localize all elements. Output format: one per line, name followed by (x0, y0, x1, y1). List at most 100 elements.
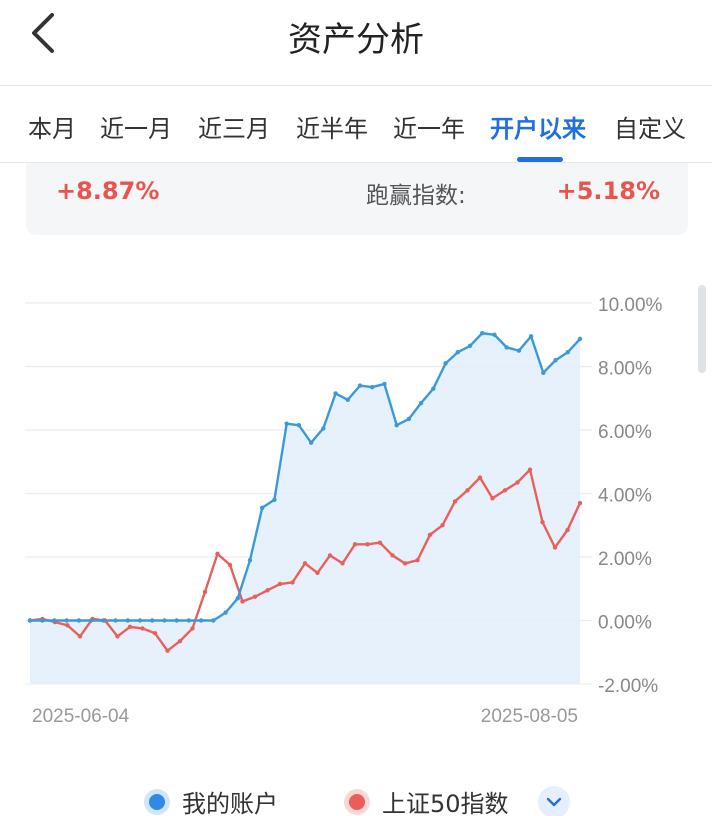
index-data-point (315, 570, 320, 576)
y-tick-label: 2.00% (598, 549, 652, 570)
x-end-label: 2025-08-05 (481, 706, 578, 727)
index-data-point (127, 624, 133, 630)
tab-since-opening[interactable]: 开户以来 (490, 115, 586, 143)
y-tick-label: -2.00% (598, 676, 658, 697)
tab-this-month[interactable]: 本月 (28, 115, 76, 143)
y-tick-label: 0.00% (598, 613, 652, 634)
account-data-point (40, 618, 45, 623)
account-data-point (382, 381, 387, 387)
back-button[interactable] (18, 8, 68, 58)
index-data-point (515, 480, 520, 485)
index-data-point (252, 594, 258, 599)
account-data-point (357, 383, 363, 388)
account-data-point (308, 440, 314, 445)
index-data-point (402, 561, 408, 566)
index-data-point (115, 634, 120, 639)
index-data-point (565, 527, 570, 533)
account-data-point (211, 618, 216, 623)
account-data-point (235, 596, 240, 601)
chevron-left-icon (32, 13, 54, 53)
chart-legend: 我的账户 上证50指数 (0, 784, 712, 816)
legend-marker-account (144, 788, 170, 815)
account-data-point (247, 557, 253, 563)
y-tick-label: 10.00% (598, 295, 663, 316)
index-data-point (502, 488, 508, 493)
page-title: 资产分析 (288, 20, 424, 60)
account-data-point (113, 618, 118, 623)
account-data-point (516, 348, 522, 353)
account-data-point (162, 618, 167, 623)
account-data-point (76, 618, 82, 623)
index-data-point (440, 523, 445, 528)
account-data-point (174, 618, 179, 623)
index-data-point (365, 542, 370, 547)
index-data-point (77, 634, 83, 639)
return-summary-card: +8.87% 跑赢指数: +5.18% (26, 163, 688, 235)
y-tick-label: 8.00% (598, 359, 652, 380)
account-data-point (455, 350, 460, 355)
account-data-point (333, 391, 338, 396)
account-data-point (52, 618, 57, 623)
tab-custom[interactable]: 自定义 (614, 115, 686, 143)
account-data-point (321, 426, 326, 431)
legend-expand-button[interactable] (538, 786, 570, 816)
account-data-point (528, 334, 534, 339)
index-data-point (377, 540, 383, 545)
account-data-point (88, 618, 94, 623)
account-data-point (467, 343, 473, 349)
index-data-point (527, 467, 533, 472)
account-data-point (394, 423, 399, 428)
index-data-point (552, 545, 558, 550)
account-data-point (370, 384, 375, 390)
legend-item-account[interactable]: 我的账户 (144, 784, 278, 816)
account-data-point (137, 618, 143, 623)
account-data-point (492, 332, 497, 337)
account-data-point (260, 505, 265, 510)
account-data-point (504, 345, 509, 350)
account-data-point (406, 416, 412, 422)
account-data-point (125, 618, 130, 623)
index-data-point (202, 589, 208, 595)
index-data-point (452, 499, 458, 504)
return-line-chart: 10.00% 8.00% 6.00% 4.00% 2.00% 0.00% -2.00% 202… (25, 295, 663, 727)
tab-half-year[interactable]: 近半年 (296, 115, 368, 143)
account-data-point (284, 421, 289, 426)
account-data-point (150, 618, 155, 623)
index-data-point (265, 588, 270, 593)
account-data-point (577, 336, 583, 342)
period-tabs: 本月 近一月 近三月 近半年 近一年 开户以来 自定义 (0, 87, 712, 163)
legend-item-index[interactable]: 上证50指数 (344, 784, 509, 816)
account-data-point (64, 618, 69, 623)
x-start-label: 2025-06-04 (32, 706, 130, 727)
index-data-point (327, 553, 333, 558)
return-value: +8.87% (56, 177, 160, 205)
active-tab-indicator (517, 157, 563, 162)
index-data-point (577, 500, 583, 506)
index-data-point (190, 626, 195, 631)
account-data-point (198, 618, 204, 623)
beat-index-value: +5.18% (556, 177, 660, 205)
index-data-point (152, 631, 158, 636)
scrollbar-thumb[interactable] (698, 285, 706, 373)
account-data-point (565, 350, 570, 355)
account-data-point (480, 330, 485, 336)
index-data-point (415, 557, 420, 563)
account-data-point (553, 357, 558, 363)
y-tick-label: 4.00% (598, 486, 652, 507)
y-tick-label: 6.00% (598, 422, 652, 443)
index-data-point (165, 648, 170, 653)
index-data-point (490, 496, 495, 501)
account-data-point (431, 386, 436, 391)
account-area-fill (30, 333, 580, 684)
account-data-point (418, 400, 424, 406)
legend-marker-index (344, 788, 370, 815)
index-data-point (65, 623, 70, 628)
index-data-point (302, 561, 308, 566)
index-data-point (277, 581, 283, 587)
tab-one-month[interactable]: 近一月 (100, 115, 172, 143)
tab-three-months[interactable]: 近三月 (198, 115, 270, 143)
tab-one-year[interactable]: 近一年 (393, 115, 465, 143)
account-data-point (296, 423, 302, 428)
index-data-point (240, 599, 245, 604)
account-series-line (30, 331, 581, 622)
